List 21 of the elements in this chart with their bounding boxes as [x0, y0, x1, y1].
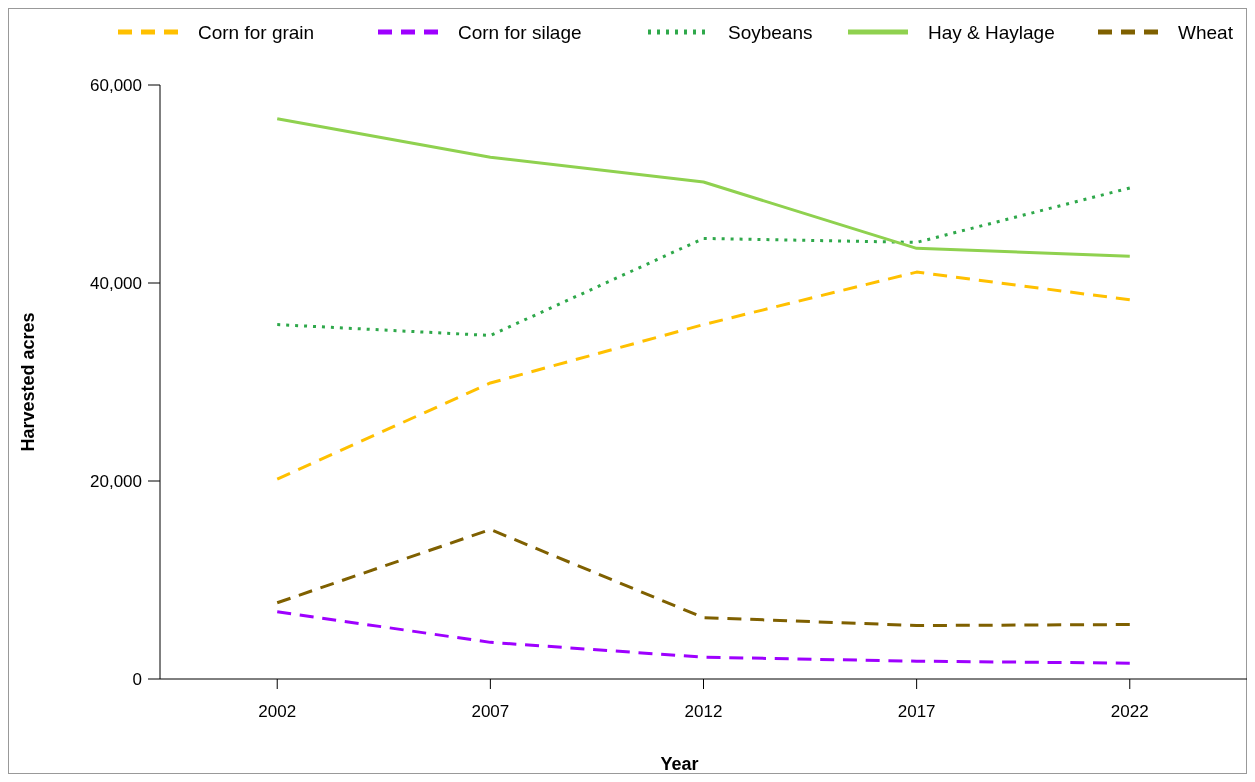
line-series: [275, 610, 1132, 665]
legend-label: Wheat: [1178, 21, 1234, 43]
x-tick-label: 2022: [1110, 702, 1149, 721]
line-series: [275, 528, 1132, 628]
legend-label: Corn for silage: [458, 21, 582, 43]
y-tick-label: 40,000: [90, 273, 142, 293]
legend-label: Corn for grain: [198, 21, 315, 43]
x-tick-label: 2007: [471, 702, 510, 721]
line-series: [275, 117, 1132, 258]
line-series: [275, 186, 1132, 337]
line-series: [275, 270, 1132, 481]
legend-label: Hay & Haylage: [928, 21, 1055, 43]
legend-label: Soybeans: [728, 21, 813, 43]
x-tick-label: 2012: [684, 702, 723, 721]
x-tick-label: 2017: [897, 702, 936, 721]
y-tick-label: 0: [132, 669, 142, 689]
y-tick-label: 20,000: [90, 471, 142, 491]
x-axis-title: Year: [660, 754, 699, 774]
y-tick-label: 60,000: [90, 75, 142, 95]
x-tick-label: 2002: [258, 702, 297, 721]
y-axis-title: Harvested acres: [18, 312, 38, 452]
